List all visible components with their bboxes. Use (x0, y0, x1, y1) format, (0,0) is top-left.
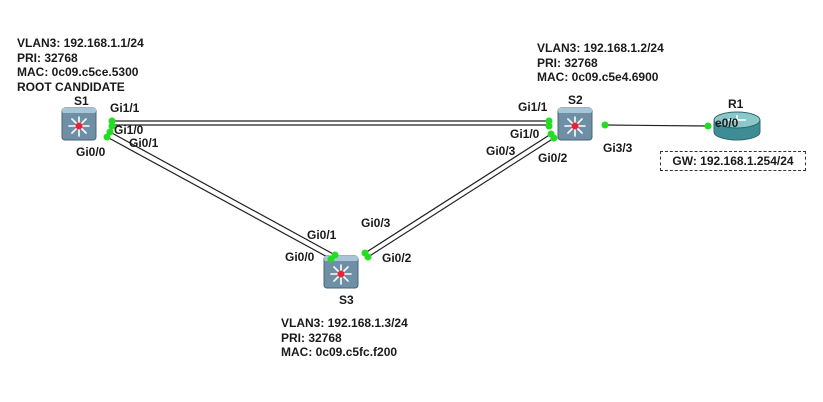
s2-port-gi3-3: Gi3/3 (603, 141, 633, 155)
s2-mac-label: MAC: 0c09.c5e4.6900 (537, 70, 659, 84)
port-dot-s2-gi0-2 (550, 134, 558, 142)
s2-priority-label: PRI: 32768 (537, 55, 598, 70)
switch-s3-icon[interactable] (323, 255, 359, 289)
port-dot-s1-gi0-0 (103, 133, 111, 141)
s2-port-gi0-3: Gi0/3 (486, 144, 516, 158)
port-dot-s3-gi0-2 (364, 253, 372, 261)
s1-vlan-label: VLAN3: 192.168.1.1/24 (17, 36, 144, 50)
s2-vlan-label: VLAN3: 192.168.1.2/24 (537, 41, 664, 55)
r1-name[interactable]: R1 (728, 97, 744, 111)
r1-gateway-note: GW: 192.168.1.254/24 (660, 151, 806, 171)
port-dot-s3-gi0-0 (327, 255, 335, 263)
port-dot-s2-gi1-0 (545, 122, 553, 130)
s3-name[interactable]: S3 (339, 293, 354, 307)
port-dot-r1-e0-0 (704, 122, 712, 130)
s3-info-block: VLAN3: 192.168.1.3/24 PRI: 32768 MAC: 0c… (281, 316, 408, 360)
s1-port-gi1-0: Gi1/0 (114, 123, 144, 137)
link-s1-s3[interactable] (106, 131, 336, 260)
port-dot-s2-gi3-3 (601, 121, 609, 129)
link-s1-s2[interactable] (112, 120, 549, 126)
s2-port-gi1-0: Gi1/0 (510, 127, 540, 141)
s1-info-block: VLAN3: 192.168.1.1/24 PRI: 32768 MAC: 0c… (17, 36, 144, 94)
s3-port-gi0-0: Gi0/0 (285, 250, 315, 264)
s1-port-gi1-1: Gi1/1 (110, 101, 140, 115)
port-dot-s2-gi1-1 (545, 117, 553, 125)
s3-priority-label: PRI: 32768 (281, 330, 342, 345)
s1-root-candidate-label: ROOT CANDIDATE (17, 79, 125, 94)
r1-port-e0-0: e0/0 (715, 116, 739, 130)
s3-mac-label: MAC: 0c09.c5fc.f200 (281, 345, 398, 359)
s2-name[interactable]: S2 (568, 93, 583, 107)
s1-port-gi0-1: Gi0/1 (129, 136, 159, 150)
switch-s1-icon[interactable] (61, 107, 97, 141)
s1-port-gi0-0: Gi0/0 (76, 145, 106, 159)
s3-port-gi0-2: Gi0/2 (382, 251, 412, 265)
s1-mac-label: MAC: 0c09.c5ce.5300 (17, 65, 139, 79)
port-dot-s1-gi1-0 (108, 122, 116, 130)
port-indicators (103, 117, 712, 263)
s1-priority-label: PRI: 32768 (17, 50, 78, 65)
link-s2-r1[interactable] (604, 124, 709, 127)
s2-port-gi0-2: Gi0/2 (538, 151, 568, 165)
s3-vlan-label: VLAN3: 192.168.1.3/24 (281, 316, 408, 330)
s3-port-gi0-1: Gi0/1 (307, 228, 337, 242)
s2-info-block: VLAN3: 192.168.1.2/24 PRI: 32768 MAC: 0c… (537, 41, 664, 85)
s1-name[interactable]: S1 (74, 94, 89, 108)
s3-port-gi0-3: Gi0/3 (361, 216, 391, 230)
port-dot-s1-gi1-1 (108, 117, 116, 125)
switch-s2-icon[interactable] (557, 107, 593, 141)
s2-port-gi1-1: Gi1/1 (518, 100, 548, 114)
router-r1-icon[interactable] (713, 111, 761, 141)
link-s3-s2[interactable] (364, 133, 555, 258)
